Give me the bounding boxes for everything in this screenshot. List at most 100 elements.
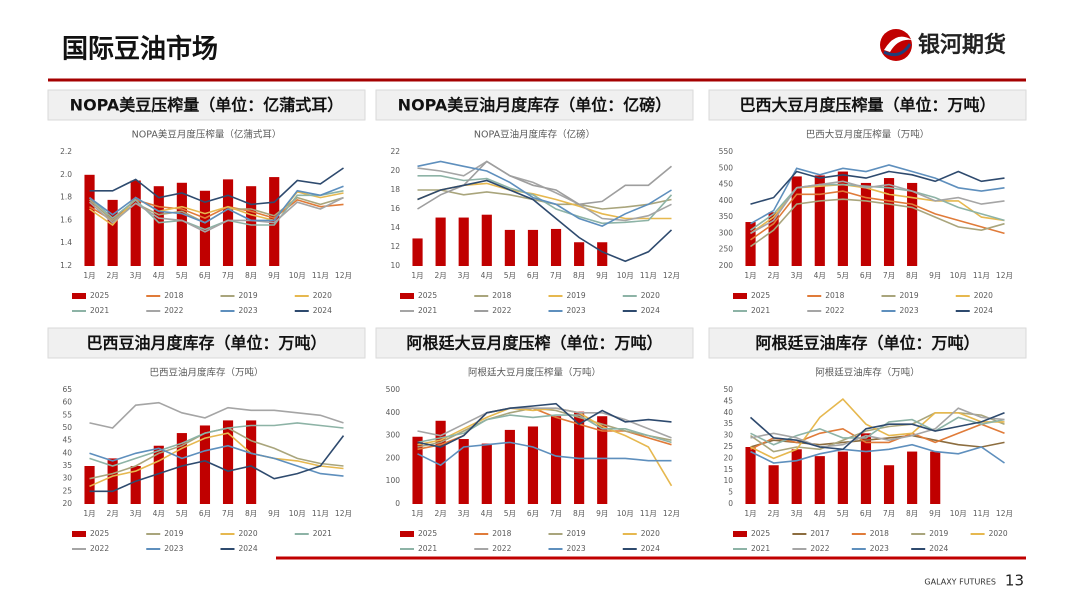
page-title: 国际豆油市场 xyxy=(62,34,218,65)
x-tick-label: 7月 xyxy=(550,271,562,280)
bar xyxy=(814,456,825,504)
y-tick-label: 30 xyxy=(723,431,733,440)
line xyxy=(89,432,344,488)
x-tick-label: 2月 xyxy=(106,509,118,518)
y-tick-label: 250 xyxy=(719,245,734,254)
bar xyxy=(130,466,141,504)
x-tick-label: 1月 xyxy=(411,509,423,518)
bar xyxy=(504,229,515,266)
x-tick-label: 12月 xyxy=(996,509,1013,518)
line xyxy=(89,444,344,477)
y-tick-label: 1.6 xyxy=(60,215,72,224)
legend-swatch xyxy=(72,531,86,537)
legend-label: 2023 xyxy=(567,544,586,553)
bar xyxy=(107,199,118,266)
chart-title: 巴西豆油月度库存（万吨） xyxy=(149,367,263,379)
bar xyxy=(199,190,211,266)
line xyxy=(417,402,672,448)
legend-label: 2022 xyxy=(90,544,109,553)
legend-label: 2020 xyxy=(974,291,993,300)
x-tick-label: 4月 xyxy=(153,509,165,518)
legend-label: 2023 xyxy=(870,544,889,553)
x-tick-label: 12月 xyxy=(335,271,352,280)
line xyxy=(417,407,673,487)
legend-label: 2019 xyxy=(239,291,258,300)
bar xyxy=(84,466,95,504)
x-tick-label: 8月 xyxy=(245,509,257,518)
x-tick-label: 8月 xyxy=(245,271,257,280)
bar xyxy=(176,433,187,504)
legend-label: 2024 xyxy=(641,544,660,553)
bar xyxy=(130,180,141,266)
x-tick-label: 2月 xyxy=(106,271,118,280)
y-tick-label: 25 xyxy=(62,486,72,495)
line xyxy=(749,412,1005,451)
x-tick-label: 4月 xyxy=(153,271,165,280)
x-tick-label: 6月 xyxy=(860,271,872,280)
y-tick-label: 350 xyxy=(719,212,734,221)
legend-label: 2023 xyxy=(567,306,586,315)
bar xyxy=(481,443,492,504)
y-tick-label: 1.8 xyxy=(60,193,72,202)
x-tick-label: 3月 xyxy=(130,271,142,280)
legend-label: 2021 xyxy=(90,306,109,315)
x-tick-label: 9月 xyxy=(596,509,608,518)
y-tick-label: 200 xyxy=(719,261,734,270)
panel-heading: 阿根廷大豆月度压榨（单位：万吨） xyxy=(406,334,662,353)
panel-heading: 巴西豆油月度库存（单位：万吨） xyxy=(86,334,326,353)
x-tick-label: 5月 xyxy=(176,509,188,518)
x-tick-label: 10月 xyxy=(950,509,967,518)
y-tick-label: 25 xyxy=(723,442,733,451)
legend-label: 2025 xyxy=(90,529,109,538)
y-tick-label: 2.0 xyxy=(60,170,72,179)
x-tick-label: 7月 xyxy=(883,509,895,518)
legend-label: 2024 xyxy=(641,306,660,315)
y-tick-label: 60 xyxy=(62,398,72,407)
x-tick-label: 10月 xyxy=(289,509,306,518)
legend-label: 2019 xyxy=(567,529,586,538)
chart-title: NOPA豆油月度库存（亿磅） xyxy=(474,129,595,141)
x-tick-label: 10月 xyxy=(617,271,634,280)
x-tick-label: 11月 xyxy=(640,509,657,518)
y-tick-label: 20 xyxy=(723,453,733,462)
y-tick-label: 550 xyxy=(719,147,734,156)
y-tick-label: 500 xyxy=(386,385,401,394)
bar xyxy=(768,465,779,504)
line xyxy=(750,412,1005,453)
legend-label: 2022 xyxy=(810,544,829,553)
y-tick-label: 50 xyxy=(723,385,733,394)
y-tick-label: 450 xyxy=(719,180,734,189)
bar xyxy=(84,174,95,266)
chart-title: 阿根廷豆油库存（万吨） xyxy=(815,367,920,379)
x-tick-label: 1月 xyxy=(83,271,95,280)
panel-heading-box xyxy=(47,327,366,359)
legend-label: 2020 xyxy=(989,529,1008,538)
y-tick-label: 12 xyxy=(390,242,400,251)
logo-swirl xyxy=(884,36,912,52)
y-tick-label: 0 xyxy=(728,499,733,508)
bar xyxy=(860,182,872,266)
line xyxy=(417,175,673,225)
y-tick-label: 22 xyxy=(390,147,400,156)
line xyxy=(88,196,344,233)
x-tick-label: 3月 xyxy=(791,509,803,518)
x-tick-label: 8月 xyxy=(573,271,585,280)
x-tick-label: 9月 xyxy=(268,509,280,518)
y-tick-label: 65 xyxy=(62,385,72,394)
x-tick-label: 8月 xyxy=(906,509,918,518)
x-tick-label: 10月 xyxy=(617,509,634,518)
line xyxy=(89,422,344,467)
legend-label: 2025 xyxy=(90,291,109,300)
y-tick-label: 2.2 xyxy=(60,147,72,156)
legend-label: 2024 xyxy=(929,544,948,553)
x-tick-label: 7月 xyxy=(222,271,234,280)
x-tick-label: 1月 xyxy=(411,271,423,280)
x-tick-label: 3月 xyxy=(458,509,470,518)
y-tick-label: 55 xyxy=(62,410,72,419)
logo-swirl xyxy=(883,43,912,57)
y-tick-label: 20 xyxy=(62,499,72,508)
bar xyxy=(883,178,895,266)
panel-heading: 阿根廷豆油库存（单位：万吨） xyxy=(755,334,979,353)
legend-label: 2024 xyxy=(313,306,332,315)
